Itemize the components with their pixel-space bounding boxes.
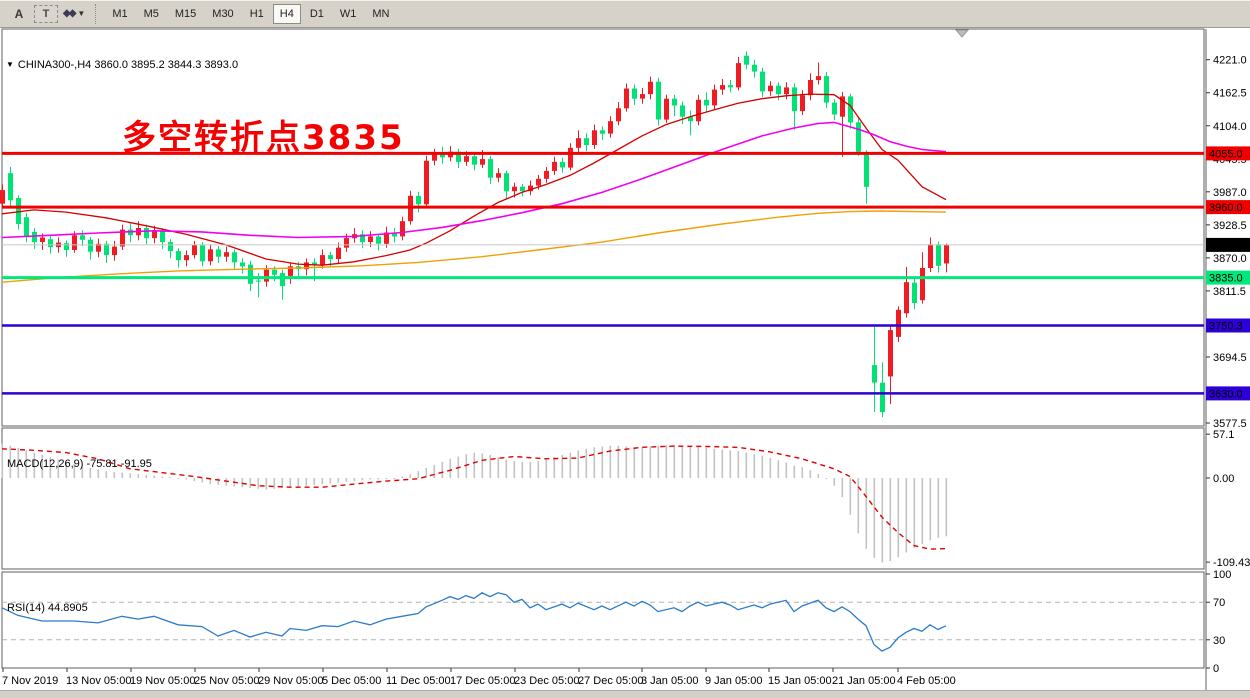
timeframe-button-w1[interactable]: W1 xyxy=(339,7,357,20)
price-tick-label: 3577.5 xyxy=(1213,418,1247,430)
time-tick-label: 3 Jan 05:00 xyxy=(641,675,699,687)
ma-slow-orange xyxy=(1,210,947,283)
rsi-tick-label: 100 xyxy=(1213,569,1231,581)
ma-mid-magenta xyxy=(1,121,947,239)
price-badge-label: 3960.0 xyxy=(1209,202,1243,214)
price-badge-label: 3835.0 xyxy=(1209,273,1243,285)
time-tick-label: 4 Feb 05:00 xyxy=(897,675,956,687)
price-badge-3750.3 xyxy=(1206,318,1250,333)
price-badge-4055.0 xyxy=(1206,146,1250,161)
window-bottom-edge xyxy=(0,690,1250,698)
toolbar-grip xyxy=(95,3,97,24)
rsi-tick-label: 70 xyxy=(1213,597,1225,609)
toolbar: A T ◆◆ ▼ M1 M5 M15 M30 H1 H4 D1 W1 MN xyxy=(0,0,1250,28)
price-badge-3893.0 xyxy=(1206,237,1250,252)
time-tick-label: 5 Dec 05:00 xyxy=(322,675,381,687)
timeframe-button-mn[interactable]: MN xyxy=(372,7,390,20)
timeframe-button-m5[interactable]: M5 xyxy=(143,7,159,20)
time-tick-label: 13 Nov 05:00 xyxy=(66,675,131,687)
ma-fast-red xyxy=(1,93,947,266)
timeframe-button-h4[interactable]: H4 xyxy=(272,3,301,24)
chart-area: 4221.04162.54104.04045.53987.03928.53870… xyxy=(0,28,1250,690)
timeframe-button-m15[interactable]: M15 xyxy=(174,7,197,20)
time-tick-label: 19 Nov 05:00 xyxy=(130,675,195,687)
shapes-icon: ◆◆ xyxy=(63,8,76,19)
price-badge-label: 3630.0 xyxy=(1209,388,1243,400)
price-tick-label: 4162.5 xyxy=(1213,88,1247,100)
price-badge-label: 3750.3 xyxy=(1209,321,1243,333)
rsi-tick-label: 30 xyxy=(1213,635,1225,647)
price-tick-label: 3870.0 xyxy=(1213,253,1247,265)
timeframe-button-m30[interactable]: M30 xyxy=(212,7,234,20)
timeframe-button-h1[interactable]: H1 xyxy=(249,7,264,20)
candles xyxy=(0,51,949,418)
timeframe-button-group: M1 M5 M15 M30 H1 H4 D1 W1 MN xyxy=(104,3,397,24)
macd-signal-line xyxy=(1,445,947,550)
time-tick-label: 7 Nov 2019 xyxy=(2,675,58,687)
text-tool-button[interactable]: T xyxy=(34,4,58,23)
rsi-line xyxy=(1,592,947,652)
price-tick-label: 3811.5 xyxy=(1213,286,1246,298)
price-tick-label: 3694.5 xyxy=(1213,352,1247,364)
price-tick-label: 3928.5 xyxy=(1213,220,1247,232)
time-tick-label: 21 Jan 05:00 xyxy=(832,675,896,687)
chevron-down-icon: ▼ xyxy=(77,9,86,18)
shapes-tool-button[interactable]: ◆◆ ▼ xyxy=(60,4,88,24)
time-tick-label: 25 Nov 05:00 xyxy=(194,675,259,687)
price-badge-3630.0 xyxy=(1206,386,1250,401)
cursor-tool-button[interactable]: A xyxy=(14,6,24,21)
price-tick-label: 4221.0 xyxy=(1213,55,1247,67)
price-tick-label: 3987.0 xyxy=(1213,187,1247,199)
time-tick-label: 17 Dec 05:00 xyxy=(450,675,515,687)
time-tick-label: 15 Jan 05:00 xyxy=(768,675,832,687)
time-tick-label: 23 Dec 05:00 xyxy=(514,675,579,687)
price-badge-3960.0 xyxy=(1206,200,1250,215)
chart-shift-marker xyxy=(954,29,970,38)
macd-tick-label: -109.43 xyxy=(1213,557,1250,569)
timeframe-button-d1[interactable]: D1 xyxy=(309,7,324,20)
timeframe-button-m1[interactable]: M1 xyxy=(112,7,128,20)
chart-canvas[interactable]: 4221.04162.54104.04045.53987.03928.53870… xyxy=(0,28,1250,690)
price-badge-label: 3893.0 xyxy=(1209,240,1243,252)
rsi-tick-label: 0 xyxy=(1213,663,1219,675)
time-tick-label: 11 Dec 05:00 xyxy=(386,675,451,687)
price-tick-label: 4104.0 xyxy=(1213,121,1247,133)
macd-tick-label: 0.00 xyxy=(1213,473,1234,485)
macd-histogram xyxy=(1,443,948,563)
time-tick-label: 27 Dec 05:00 xyxy=(578,675,643,687)
price-badge-3835.0 xyxy=(1206,270,1250,285)
price-badge-label: 4055.0 xyxy=(1209,148,1243,160)
macd-tick-label: 57.1 xyxy=(1213,429,1234,441)
time-tick-label: 29 Nov 05:00 xyxy=(258,675,323,687)
time-tick-label: 9 Jan 05:00 xyxy=(705,675,763,687)
